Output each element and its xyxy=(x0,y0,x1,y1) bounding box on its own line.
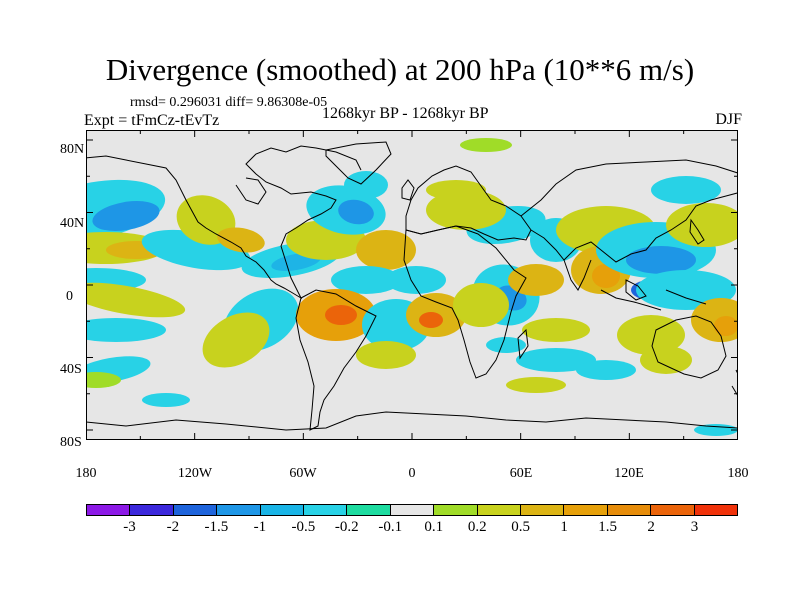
lon-label-180w: 180 xyxy=(75,466,97,481)
colorbar-label: 3 xyxy=(690,519,699,535)
field-anomaly xyxy=(516,348,596,372)
field-anomaly xyxy=(626,246,696,274)
field-anomaly xyxy=(651,176,721,204)
colorbar-swatch xyxy=(347,505,391,515)
coast-madagascar xyxy=(517,328,529,360)
colorbar-label: -0.5 xyxy=(291,519,316,535)
lat-label-80s: 80S xyxy=(60,435,82,450)
coast-south-america xyxy=(295,289,377,431)
coast-antarctica xyxy=(86,411,738,431)
field-anomaly xyxy=(86,318,166,342)
lat-label-40s: 40S xyxy=(60,362,82,377)
field-anomaly xyxy=(576,360,636,380)
plot-title: Divergence (smoothed) at 200 hPa (10**6 … xyxy=(105,52,695,87)
field-anomaly xyxy=(640,346,692,374)
lon-label-120e: 120E xyxy=(614,466,644,481)
colorbar-swatch xyxy=(607,505,652,515)
lon-label-120w: 120W xyxy=(177,466,213,481)
field-anomaly xyxy=(217,227,265,253)
coast-japan xyxy=(689,218,705,245)
coast-uk xyxy=(401,179,415,201)
colorbar-swatch xyxy=(304,505,348,515)
colorbar-swatch xyxy=(173,505,218,515)
coast-asia xyxy=(520,159,738,263)
coast-hudson xyxy=(235,177,267,205)
colorbar-swatch xyxy=(694,505,738,515)
colorbar-swatch xyxy=(521,505,565,515)
coast-australia xyxy=(651,315,727,379)
colorbar-swatch xyxy=(217,505,261,515)
field-anomaly xyxy=(86,282,186,318)
lon-label-60e: 60E xyxy=(509,466,533,481)
field-anomaly xyxy=(142,393,190,407)
lon-label-60w: 60W xyxy=(289,466,317,481)
lat-label-0: 0 xyxy=(66,289,73,304)
field-anomaly xyxy=(426,180,486,200)
field-anomaly xyxy=(386,266,446,294)
colorbar-swatch xyxy=(130,505,174,515)
field-anomaly xyxy=(508,264,564,296)
divergence-field xyxy=(86,138,738,436)
field-anomaly xyxy=(617,315,685,355)
colorbar-label: -3 xyxy=(123,519,136,535)
coast-greenland xyxy=(325,141,392,185)
field-anomaly xyxy=(338,199,374,225)
colorbar-label: 1.5 xyxy=(598,519,617,535)
field-anomaly xyxy=(86,372,121,388)
period-label: 1268kyr BP - 1268kyr BP xyxy=(322,105,489,122)
colorbar-label: 0.5 xyxy=(511,519,531,535)
field-anomaly xyxy=(356,341,416,369)
field-anomaly xyxy=(426,190,506,230)
colorbar-swatch xyxy=(564,505,608,515)
colorbar-label: 0.2 xyxy=(467,519,487,535)
lon-label-180e: 180 xyxy=(727,466,749,481)
divergence-map xyxy=(86,130,738,440)
field-anomaly xyxy=(460,138,512,152)
field-anomaly xyxy=(344,171,388,199)
coast-north-america xyxy=(86,145,362,300)
colorbar-label: 1 xyxy=(560,519,568,535)
field-anomaly xyxy=(453,283,509,327)
field-anomaly xyxy=(486,337,526,353)
field-anomaly xyxy=(592,264,620,288)
colorbar-label: 2 xyxy=(647,519,655,535)
colorbar-label: 0.1 xyxy=(424,519,444,535)
field-anomaly xyxy=(325,305,357,325)
colorbar-swatch xyxy=(434,505,478,515)
lon-label-0: 0 xyxy=(408,466,416,481)
coast-india xyxy=(563,259,592,291)
colorbar-swatch xyxy=(651,505,695,515)
colorbar-label: -2 xyxy=(166,519,180,535)
field-anomaly xyxy=(202,312,270,368)
field-anomaly xyxy=(92,201,160,231)
field-anomaly xyxy=(506,377,566,393)
colorbar-label: -1 xyxy=(253,519,267,535)
experiment-label: Expt = tFmCz-tEvTz xyxy=(84,112,220,129)
field-anomaly xyxy=(714,316,738,336)
map-ticks xyxy=(86,130,738,440)
field-anomaly xyxy=(356,230,416,270)
colorbar-swatch xyxy=(87,505,131,515)
rmsd-diff-text: rmsd= 0.296031 diff= 9.86308e-05 xyxy=(130,95,328,110)
coastlines xyxy=(86,141,738,431)
colorbar-label: -1.5 xyxy=(204,519,229,535)
field-anomaly xyxy=(666,203,738,247)
colorbar xyxy=(86,504,738,516)
coast-indonesia xyxy=(600,279,707,311)
colorbar-label: -0.2 xyxy=(334,519,359,535)
field-anomaly xyxy=(419,312,443,328)
colorbar-swatch xyxy=(390,505,435,515)
colorbar-label: -0.1 xyxy=(378,519,403,535)
colorbar-swatch xyxy=(477,505,522,515)
field-anomaly xyxy=(522,318,590,342)
lat-label-80n: 80N xyxy=(60,142,85,157)
colorbar-swatch xyxy=(260,505,305,515)
season-label: DJF xyxy=(715,111,742,128)
lat-label-40n: 40N xyxy=(60,216,85,231)
coast-africa xyxy=(403,225,527,379)
field-anomaly xyxy=(331,266,401,294)
